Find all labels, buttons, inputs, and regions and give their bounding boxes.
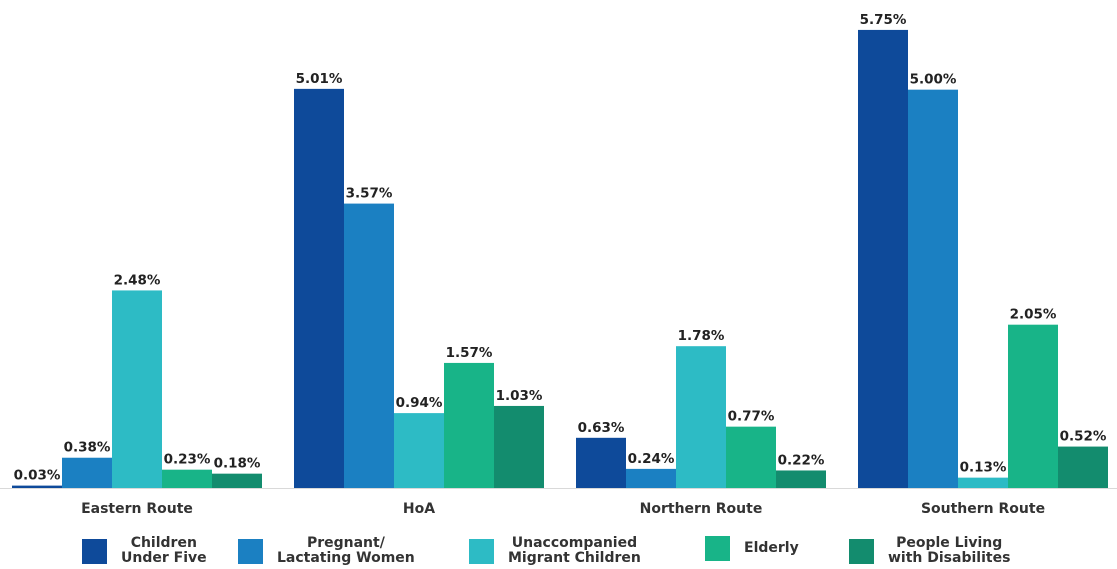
bar [294,88,344,489]
data-label: 0.22% [778,452,825,468]
data-label: 1.57% [446,345,493,361]
legend-swatch [849,538,874,564]
data-label: 0.77% [728,409,775,425]
data-label: 3.57% [346,186,393,202]
bar [1058,446,1108,488]
category-label: Eastern Route [81,501,193,517]
data-label: 2.05% [1010,307,1057,323]
bar [112,290,162,488]
bar [12,485,62,488]
data-label: 0.52% [1060,429,1107,445]
bar [908,89,958,489]
data-label: 5.75% [860,12,907,28]
category-label: Northern Route [640,501,763,517]
legend-label: People Living with Disabilites [888,535,1011,566]
data-label: 1.78% [678,328,725,344]
bar [858,29,908,489]
legend-item-children-under-five: Children Under Five [82,536,207,566]
legend-swatch [238,538,263,564]
legend-swatch [705,536,730,561]
data-label: 0.94% [396,395,443,411]
legend-label: Elderly [744,540,799,556]
bar [1008,324,1058,488]
bar [576,437,626,488]
data-label: 0.23% [164,452,211,468]
data-label: 0.24% [628,451,675,467]
bar [212,473,262,488]
bar [776,470,826,488]
data-label: 5.01% [296,71,343,87]
legend-item-elderly: Elderly [705,536,799,561]
legend-item-people-living-with-disabilities: People Living with Disabilites [849,536,1010,566]
data-label: 0.03% [14,468,61,484]
bar [626,468,676,488]
legend-label: Pregnant/ Lactating Women [277,535,415,566]
data-label: 0.63% [578,420,625,436]
category-label: HoA [403,501,435,517]
data-label: 0.38% [64,440,111,456]
data-label: 0.18% [214,456,261,472]
legend-item-pregnant-lactating-women: Pregnant/ Lactating Women [238,536,415,566]
data-label: 1.03% [496,388,543,404]
data-label: 2.48% [114,272,161,288]
bar [676,346,726,488]
legend-label: Children Under Five [121,535,207,566]
chart-legend: Children Under Five Pregnant/ Lactating … [0,532,1117,569]
bar-chart: 0.03%0.38% 2.48% 0.23% 0.18% Eastern Route 5.… [0,12,1117,517]
bar [726,426,776,488]
legend-swatch [82,538,107,564]
legend-swatch [469,538,494,564]
legend-item-unaccompanied-migrant-children: Unaccompanied Migrant Children [469,536,641,566]
bar [444,362,494,488]
legend-label: Unaccompanied Migrant Children [508,535,641,566]
category-label: Southern Route [921,501,1045,517]
bar [62,457,112,488]
data-label: 5.00% [910,72,957,88]
bar [958,477,1008,488]
bar [344,203,394,488]
bar [394,413,444,488]
data-label: 0.13% [960,460,1007,476]
bar [494,405,544,488]
bar [162,469,212,488]
